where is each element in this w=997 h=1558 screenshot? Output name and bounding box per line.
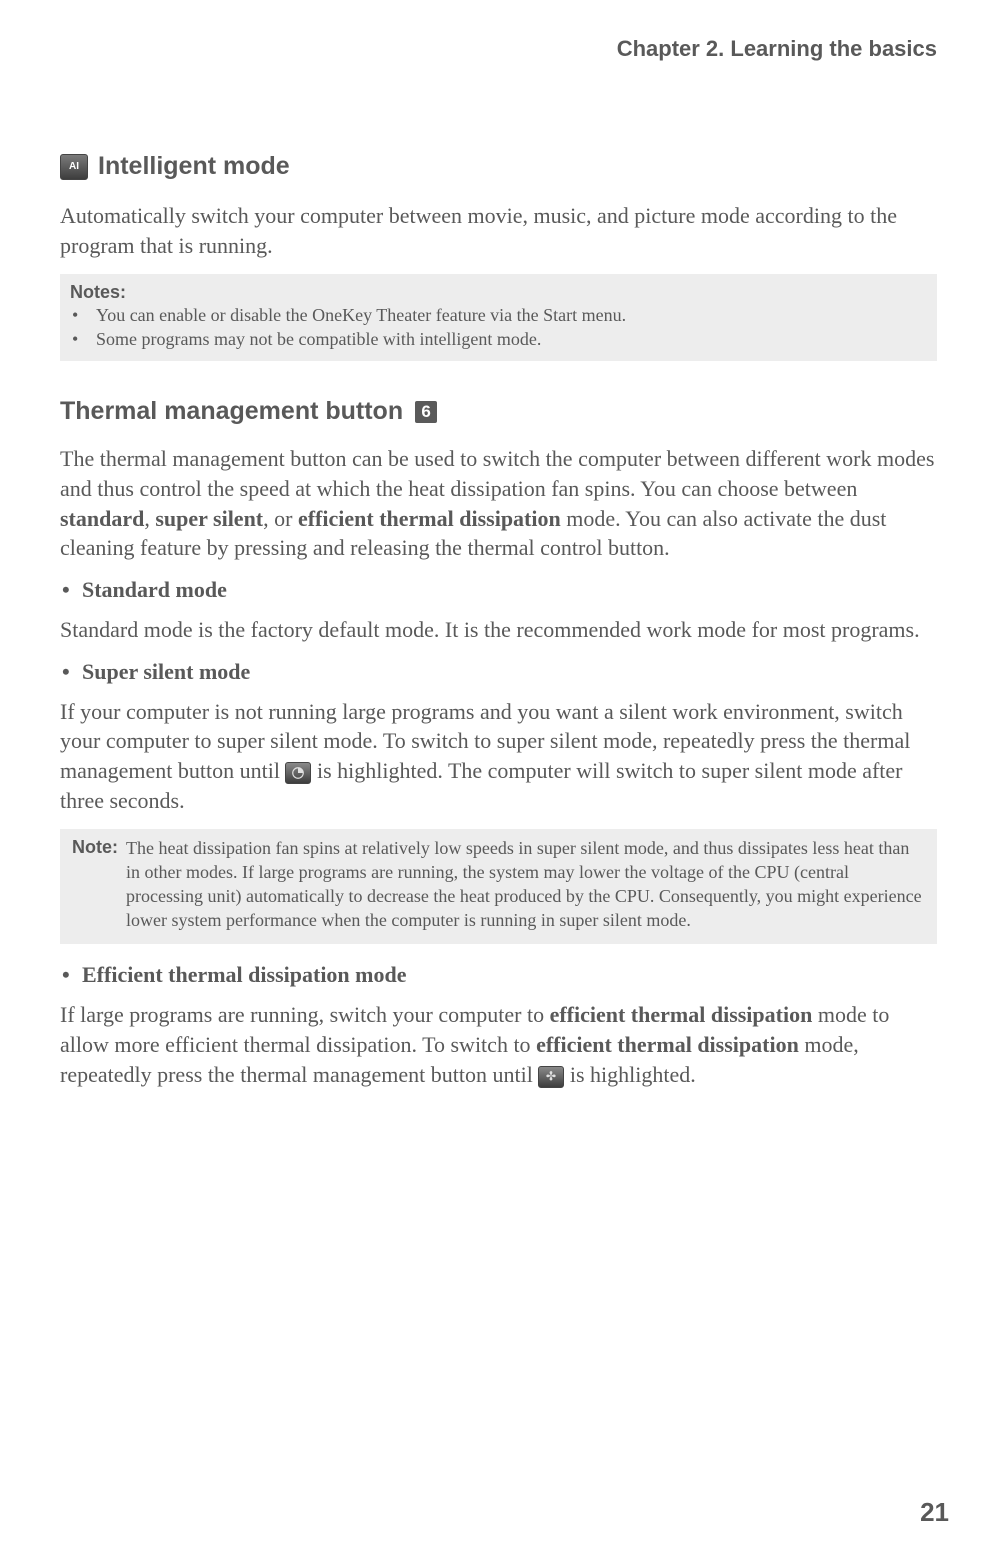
notes-label: Notes: (70, 282, 927, 303)
intelligent-mode-notes-box: Notes: You can enable or disable the One… (60, 274, 937, 361)
page-number: 21 (920, 1497, 949, 1528)
silent-mode-note-box: Note: The heat dissipation fan spins at … (60, 829, 937, 944)
bold-text: standard (60, 506, 144, 531)
thermal-badge-number: 6 (415, 401, 437, 423)
intelligent-mode-body: Automatically switch your computer betwe… (60, 201, 937, 260)
intelligent-mode-heading-text: Intelligent mode (98, 152, 290, 181)
fan-mode-icon (538, 1066, 564, 1088)
text-segment: is highlighted. (570, 1062, 696, 1087)
standard-mode-body: Standard mode is the factory default mod… (60, 615, 937, 645)
notes-item: Some programs may not be compatible with… (70, 328, 927, 351)
silent-mode-icon (285, 762, 311, 784)
text-segment: , or (263, 506, 298, 531)
bold-text: efficient thermal dissipation (536, 1032, 799, 1057)
text-segment: , (144, 506, 155, 531)
notes-list: You can enable or disable the OneKey The… (70, 304, 927, 351)
note-body: The heat dissipation fan spins at relati… (126, 837, 925, 932)
notes-item: You can enable or disable the OneKey The… (70, 304, 927, 327)
silent-mode-body: If your computer is not running large pr… (60, 697, 937, 816)
text-segment: If large programs are running, switch yo… (60, 1002, 550, 1027)
text-segment: The thermal management button can be use… (60, 446, 934, 501)
intelligent-mode-heading: AI Intelligent mode (60, 152, 937, 181)
efficient-mode-body: If large programs are running, switch yo… (60, 1000, 937, 1089)
silent-mode-title: Super silent mode (60, 659, 937, 685)
standard-mode-title: Standard mode (60, 577, 937, 603)
bold-text: super silent (155, 506, 263, 531)
efficient-mode-title: Efficient thermal dissipation mode (60, 962, 937, 988)
note-label: Note: (72, 837, 118, 932)
thermal-heading: Thermal management button 6 (60, 397, 937, 426)
thermal-intro: The thermal management button can be use… (60, 444, 937, 563)
chapter-header: Chapter 2. Learning the basics (60, 36, 937, 62)
thermal-heading-text: Thermal management button (60, 397, 403, 426)
ai-mode-icon: AI (60, 154, 88, 180)
bold-text: efficient thermal dissipation (298, 506, 561, 531)
bold-text: efficient thermal dissipation (550, 1002, 813, 1027)
